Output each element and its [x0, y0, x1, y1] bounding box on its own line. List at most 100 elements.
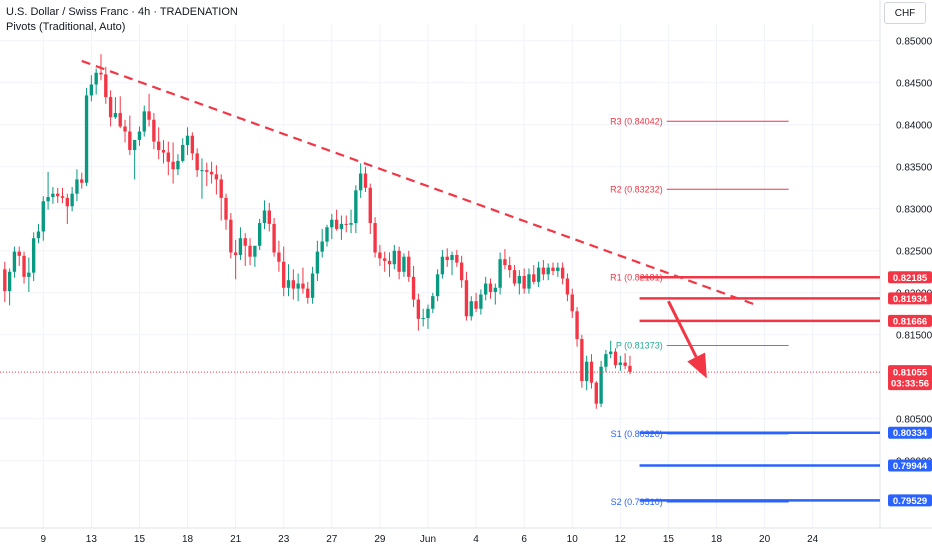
candle-body[interactable] — [455, 255, 459, 263]
candle-body[interactable] — [435, 274, 440, 297]
candle-body[interactable] — [51, 193, 55, 198]
candle-body[interactable] — [479, 294, 483, 309]
candle-body[interactable] — [469, 301, 473, 317]
candle-body[interactable] — [599, 366, 603, 404]
forecast-arrow-shaft[interactable] — [667, 300, 698, 358]
candle-body[interactable] — [609, 351, 613, 355]
candle-body[interactable] — [522, 276, 526, 289]
candle-body[interactable] — [330, 219, 334, 228]
candle-body[interactable] — [214, 174, 219, 180]
candle-body[interactable] — [243, 238, 247, 246]
candle-body[interactable] — [349, 223, 353, 225]
candle-body[interactable] — [416, 299, 421, 319]
candle-body[interactable] — [411, 276, 416, 300]
candle-body[interactable] — [440, 256, 445, 275]
candle-body[interactable] — [580, 339, 584, 381]
candle-body[interactable] — [373, 223, 377, 253]
candle-body[interactable] — [407, 256, 411, 277]
candle-body[interactable] — [176, 160, 180, 170]
candle-body[interactable] — [450, 255, 454, 261]
candle-body[interactable] — [272, 223, 276, 253]
indicator-label[interactable]: Pivots (Traditional, Auto) — [6, 21, 126, 33]
trendline[interactable] — [81, 59, 756, 306]
candle-body[interactable] — [306, 288, 310, 298]
candle-body[interactable] — [421, 318, 425, 319]
candle-body[interactable] — [623, 362, 627, 366]
forecast-arrow-head[interactable] — [687, 352, 707, 379]
candle-body[interactable] — [181, 144, 185, 161]
candle-body[interactable] — [65, 197, 70, 207]
candle-body[interactable] — [123, 126, 127, 132]
candle-body[interactable] — [253, 245, 257, 257]
candle-body[interactable] — [551, 267, 555, 271]
candle-body[interactable] — [310, 273, 315, 298]
candle-body[interactable] — [31, 238, 36, 273]
candle-body[interactable] — [613, 351, 618, 366]
candle-body[interactable] — [541, 267, 546, 275]
candle-body[interactable] — [532, 274, 536, 282]
candle-body[interactable] — [320, 241, 324, 252]
candle-body[interactable] — [267, 210, 271, 224]
candle-body[interactable] — [556, 267, 560, 271]
candle-body[interactable] — [459, 262, 464, 281]
candle-body[interactable] — [185, 135, 190, 145]
candle-body[interactable] — [190, 135, 195, 154]
candle-body[interactable] — [325, 227, 329, 242]
candle-body[interactable] — [17, 251, 21, 256]
candle-body[interactable] — [94, 72, 98, 85]
candle-body[interactable] — [157, 141, 161, 150]
candle-body[interactable] — [575, 311, 579, 339]
candle-body[interactable] — [89, 84, 94, 96]
candle-body[interactable] — [262, 210, 267, 224]
candle-body[interactable] — [503, 259, 507, 266]
candle-body[interactable] — [70, 193, 74, 207]
candle-body[interactable] — [60, 196, 65, 198]
candle-body[interactable] — [233, 252, 238, 255]
candle-body[interactable] — [368, 187, 372, 224]
candle-body[interactable] — [536, 267, 541, 282]
currency-badge[interactable]: CHF — [884, 2, 926, 24]
candle-body[interactable] — [464, 280, 469, 317]
candle-body[interactable] — [604, 354, 608, 367]
candle-body[interactable] — [166, 152, 170, 162]
candle-body[interactable] — [383, 258, 387, 261]
candle-body[interactable] — [498, 259, 502, 288]
candle-body[interactable] — [527, 274, 531, 289]
candle-body[interactable] — [205, 170, 209, 172]
candle-body[interactable] — [584, 361, 589, 381]
candle-body[interactable] — [238, 238, 243, 255]
candle-body[interactable] — [161, 150, 166, 153]
candle-body[interactable] — [484, 283, 488, 295]
candle-body[interactable] — [286, 280, 291, 288]
candle-body[interactable] — [200, 170, 204, 172]
candle-body[interactable] — [80, 179, 84, 183]
candle-body[interactable] — [517, 276, 522, 284]
candle-body[interactable] — [27, 272, 31, 277]
candle-body[interactable] — [36, 231, 41, 239]
candle-body[interactable] — [358, 173, 363, 191]
candle-body[interactable] — [128, 131, 132, 150]
candle-body[interactable] — [334, 219, 339, 229]
candle-body[interactable] — [628, 365, 632, 372]
candle-body[interactable] — [99, 72, 103, 75]
candle-body[interactable] — [257, 223, 262, 246]
candle-body[interactable] — [108, 97, 113, 118]
candle-body[interactable] — [195, 153, 199, 171]
candle-body[interactable] — [113, 113, 118, 118]
candle-body[interactable] — [229, 219, 233, 253]
candle-body[interactable] — [219, 179, 223, 198]
candle-body[interactable] — [354, 190, 358, 224]
candle-body[interactable] — [508, 265, 512, 271]
candle-body[interactable] — [75, 179, 79, 194]
candle-body[interactable] — [171, 161, 175, 170]
candle-body[interactable] — [565, 278, 570, 295]
candle-body[interactable] — [512, 270, 517, 284]
candle-body[interactable] — [224, 197, 228, 220]
candle-body[interactable] — [493, 287, 497, 292]
candle-body[interactable] — [7, 271, 12, 292]
candle-body[interactable] — [22, 255, 26, 277]
candle-body[interactable] — [84, 95, 89, 183]
candle-body[interactable] — [618, 362, 623, 366]
candle-body[interactable] — [387, 260, 392, 265]
candle-body[interactable] — [315, 251, 320, 274]
